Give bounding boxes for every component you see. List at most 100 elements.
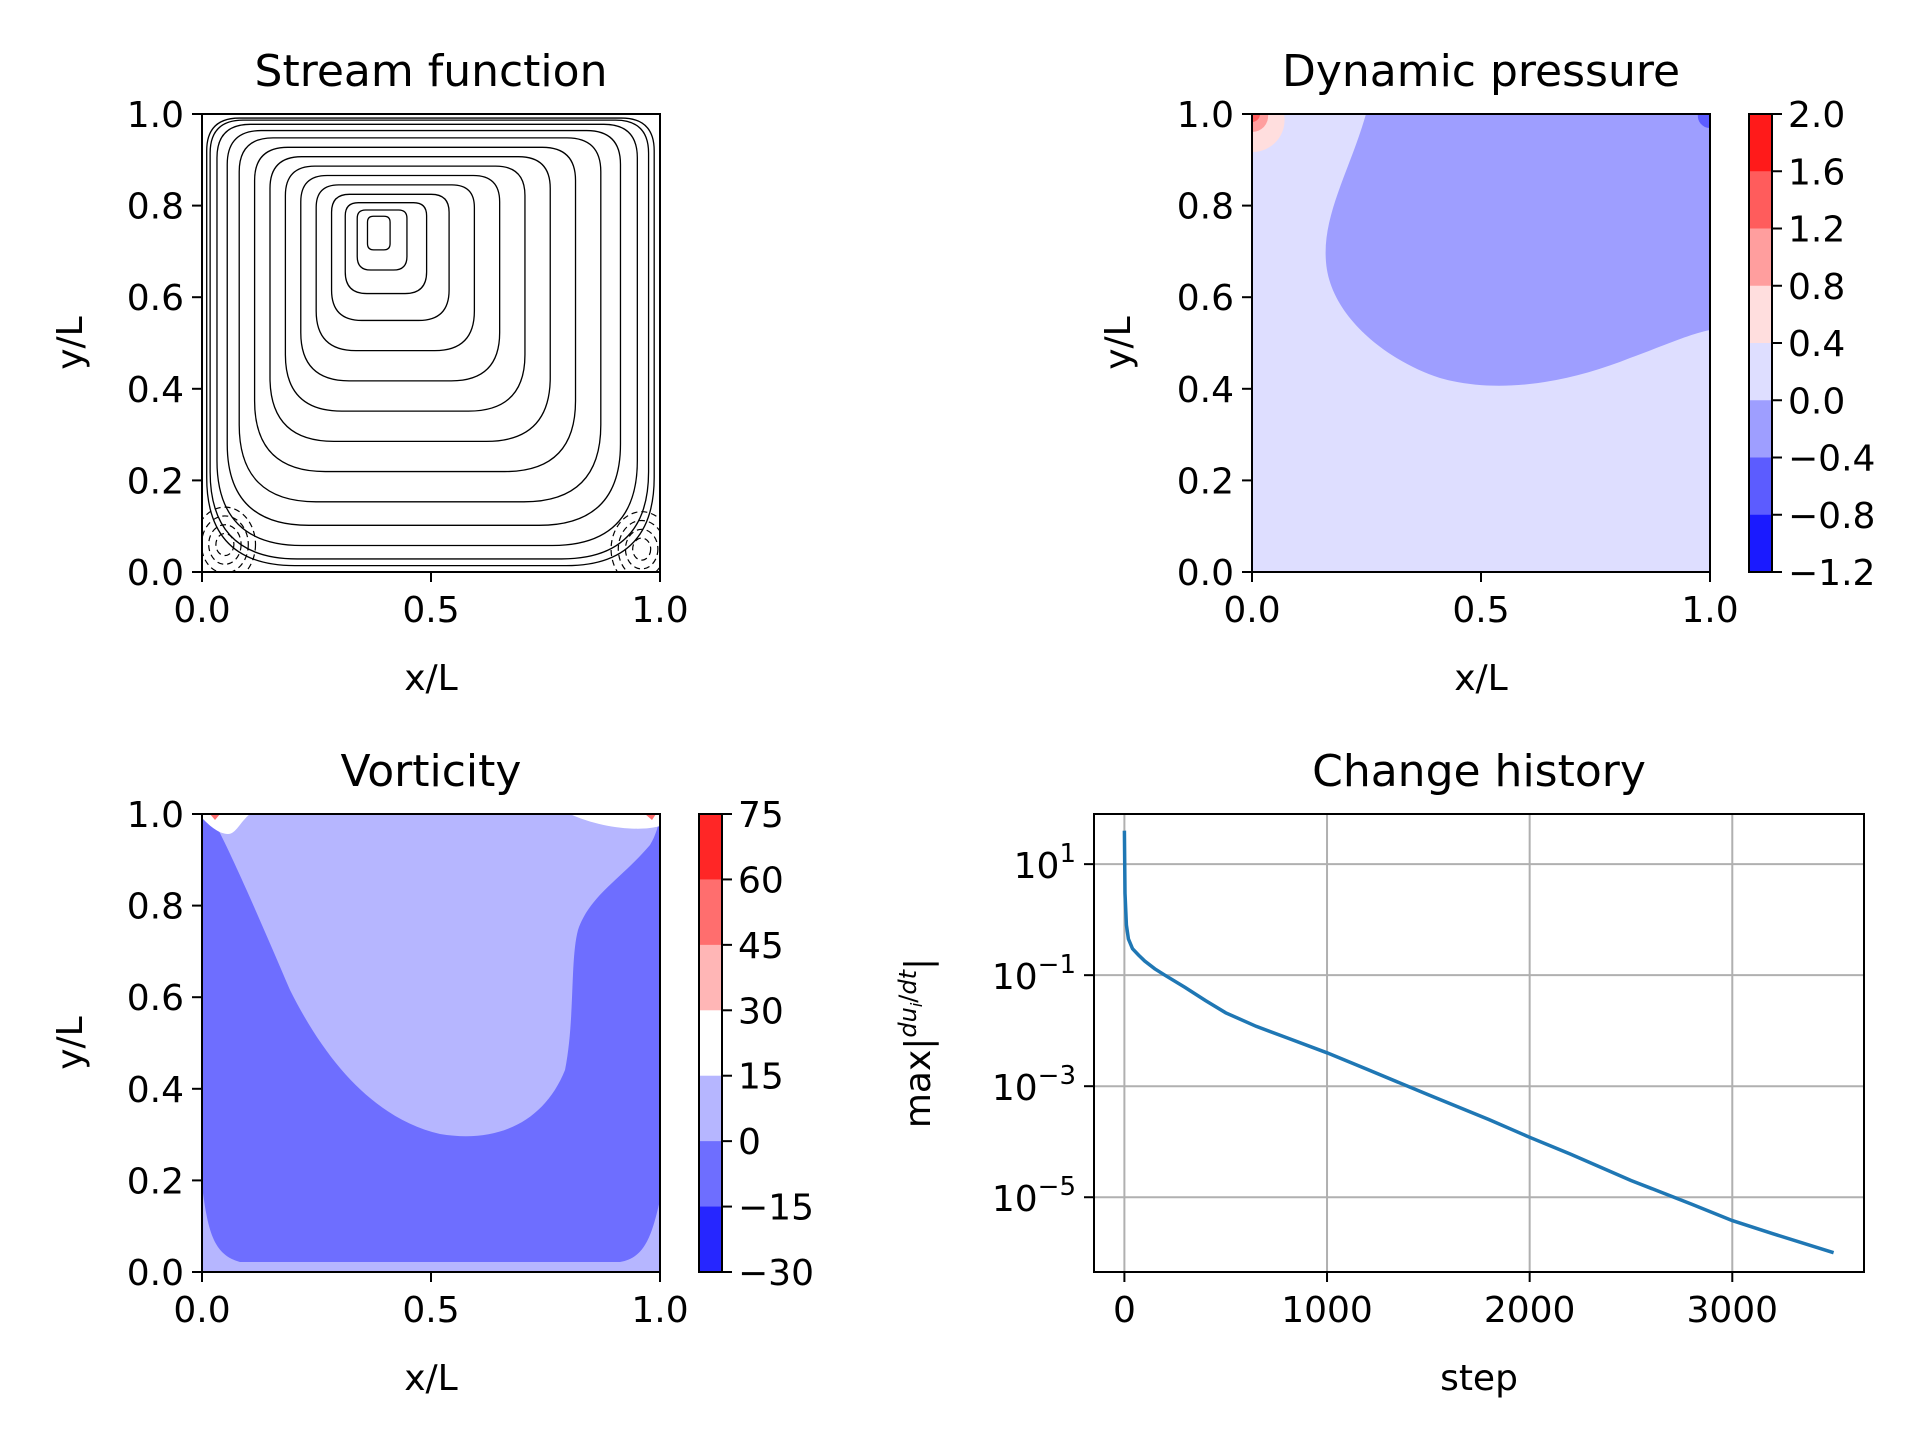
colorbar-tick-label: 0.0: [1788, 381, 1845, 422]
y-tick-label: 0.8: [127, 887, 184, 928]
y-tick-label: 0.0: [127, 1253, 184, 1294]
dynamic-pressure-ylabel: y/L: [1098, 316, 1139, 370]
colorbar-tick-label: 75: [738, 795, 784, 836]
dynamic-pressure-panel: Dynamic pressure 0.0 0.5 1.00.00.20.40.60.…: [1098, 46, 1875, 699]
vorticity-ylabel: y/L: [50, 1016, 91, 1070]
x-tick-label: 0.0: [173, 590, 230, 631]
y-tick-label: 0.2: [127, 461, 184, 502]
y-tick-label: 101: [1014, 839, 1076, 887]
y-tick-label: 0.4: [1177, 370, 1234, 411]
colorbar-tick-label: −30: [738, 1253, 814, 1294]
streamline: [269, 156, 551, 442]
x-tick-label: 3000: [1686, 1290, 1778, 1331]
change-history-frame: [1093, 813, 1865, 1273]
ylabel-max: max|: [898, 1038, 939, 1129]
vorticity-corner-red-right: [645, 814, 656, 820]
vorticity-top-right-white: [570, 814, 660, 829]
vorticity-panel: Vorticity 0.0 0.5 1.0 0.0 0.2 0.4 0.6 0.8 1.0 x/…: [50, 746, 814, 1399]
colorbar-band: [1749, 457, 1772, 516]
secondary-streamline: [610, 511, 660, 572]
x-tick-label: 0.0: [173, 1290, 230, 1331]
stream-function-title: Stream function: [255, 46, 608, 97]
secondary-streamline: [215, 532, 235, 557]
colorbar-band: [699, 879, 722, 946]
pressure-low-region: [1325, 114, 1710, 386]
colorbar-tick-label: 1.6: [1788, 152, 1845, 193]
y-tick-label: 0.8: [1177, 187, 1234, 228]
y-tick-label: 1.0: [127, 95, 184, 136]
y-tick-label: 0.8: [127, 187, 184, 228]
vorticity-plot-area: [202, 814, 660, 1272]
x-tick-label: 1000: [1281, 1290, 1373, 1331]
vorticity-xlabel: x/L: [404, 1358, 458, 1399]
colorbar-band: [699, 1206, 722, 1273]
colorbar-frame: [698, 813, 723, 1273]
colorbar-band: [1749, 171, 1772, 229]
colorbar-tick-label: 60: [738, 860, 784, 901]
colorbar-band: [1749, 228, 1772, 287]
streamline: [330, 193, 450, 322]
secondary-streamline: [632, 537, 652, 561]
secondary-vortex-contours: [202, 506, 660, 572]
y-tick-label: 10−1: [992, 950, 1076, 998]
colorbar-band: [699, 1141, 722, 1208]
dynamic-pressure-plot-area: [1252, 114, 1710, 572]
secondary-streamline: [617, 519, 660, 572]
streamline: [344, 202, 428, 295]
x-tick-label: 0.5: [402, 1290, 459, 1331]
secondary-streamline: [624, 528, 659, 570]
colorbar-band: [1749, 400, 1772, 458]
colorbar-band: [699, 944, 722, 1011]
change-history-panel: Change history 0 1000 2000 3000 101 10−1 10−3 1…: [894, 746, 1865, 1399]
colorbar-tick-label: 0: [738, 1122, 761, 1163]
y-tick-label: 0.6: [127, 978, 184, 1019]
change-history-xlabel: step: [1440, 1358, 1518, 1399]
stream-function-ylabel: y/L: [50, 316, 91, 370]
vorticity-bottom-strip: [202, 1185, 660, 1272]
y-tick-label: 1.0: [1177, 95, 1234, 136]
secondary-streamline: [208, 524, 242, 565]
colorbar-band: [1749, 343, 1772, 401]
streamline: [209, 119, 650, 560]
x-tick-label: 1.0: [631, 590, 688, 631]
stream-function-xlabel: x/L: [404, 658, 458, 699]
x-tick-label: 0.5: [1452, 590, 1509, 631]
y-tick-label: 10−5: [992, 1172, 1076, 1220]
stream-function-plot-area: [202, 114, 660, 572]
colorbar-tick-label: 1.2: [1788, 210, 1845, 251]
streamline: [226, 129, 622, 526]
y-tick-label: 0.2: [127, 1161, 184, 1202]
stream-function-ticks: 0.0 0.5 1.0 0.0 0.2 0.4 0.6 0.8 1.0: [127, 95, 689, 631]
vorticity-ticks: 0.0 0.5 1.0 0.0 0.2 0.4 0.6 0.8 1.0: [127, 795, 689, 1331]
vorticity-title: Vorticity: [341, 746, 522, 797]
pressure-corner-highest: [1252, 114, 1260, 122]
streamline-contours: [206, 117, 655, 567]
change-history-line: [1122, 830, 1835, 1255]
x-tick-label: 0.5: [402, 590, 459, 631]
colorbar-tick-label: −15: [738, 1188, 814, 1229]
change-history-grid: [1094, 814, 1864, 1272]
colorbar-tick-label: −0.8: [1788, 496, 1875, 537]
y-tick-label: 0.4: [127, 1070, 184, 1111]
streamline: [366, 215, 391, 251]
colorbar-band: [1749, 514, 1772, 573]
vorticity-colorbar: 75 60 45 30 15 0 −15 −30: [698, 795, 814, 1294]
streamline: [206, 117, 655, 567]
y-tick-label: 0.6: [1177, 278, 1234, 319]
vorticity-corner-red: [210, 814, 220, 820]
colorbar-tick-label: −1.2: [1788, 553, 1875, 594]
streamline: [284, 165, 526, 412]
colorbar-tick-label: −0.4: [1788, 439, 1875, 480]
secondary-streamline: [202, 515, 249, 572]
stream-function-panel: Stream function 0.0 0.5 1.0 0.0 0.2 0.4 0.6 0.8…: [50, 46, 689, 699]
streamline: [300, 174, 501, 382]
x-tick-label: 0: [1113, 1290, 1136, 1331]
colorbar-band: [699, 814, 722, 880]
y-tick-label: 1.0: [127, 795, 184, 836]
streamline: [216, 123, 638, 547]
colorbar-band: [699, 1075, 722, 1142]
colorbar-tick-label: 0.4: [1788, 324, 1845, 365]
y-tick-label: 0.2: [1177, 461, 1234, 502]
vorticity-top-left-white: [202, 814, 250, 834]
